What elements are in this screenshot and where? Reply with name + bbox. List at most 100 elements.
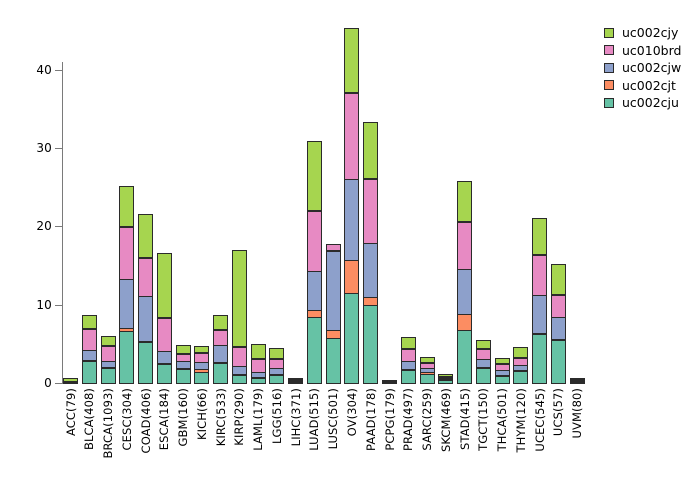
x-axis-tick-label: THCA(501) bbox=[495, 388, 510, 452]
bar-segment bbox=[457, 313, 473, 331]
bar-segment bbox=[400, 369, 416, 384]
x-axis-tick-label: ACC(79) bbox=[63, 388, 78, 437]
x-axis-tick-label: PAAD(178) bbox=[363, 388, 378, 451]
bar-segment bbox=[438, 380, 454, 384]
bar-segment bbox=[363, 304, 379, 384]
bar-segment bbox=[231, 250, 247, 348]
bar-column bbox=[475, 339, 491, 384]
bar-segment bbox=[306, 210, 322, 272]
bar-segment bbox=[138, 341, 154, 384]
bar-segment bbox=[269, 374, 285, 384]
bar-segment bbox=[438, 374, 454, 377]
x-axis-tick-label-slot: PRAD(497) bbox=[401, 386, 416, 480]
x-axis-tick-label: BLCA(408) bbox=[82, 388, 97, 451]
legend: uc002cjy uc010brd uc002cjw uc002cjt uc002cju bbox=[604, 24, 681, 112]
bar-column bbox=[513, 347, 529, 384]
bar-segment bbox=[269, 348, 285, 360]
bar-segment bbox=[213, 330, 229, 346]
legend-label: uc002cju bbox=[622, 95, 679, 111]
bar-segment bbox=[419, 357, 435, 363]
bar-segment bbox=[213, 315, 229, 331]
x-axis-tick-label-slot: SKCM(469) bbox=[438, 386, 453, 480]
bar-segment bbox=[63, 381, 78, 384]
y-axis-tick-label: 0 bbox=[44, 376, 52, 390]
legend-label: uc002cjt bbox=[622, 77, 676, 93]
bar-column bbox=[569, 377, 585, 384]
bar-column bbox=[213, 315, 229, 384]
bar-column bbox=[156, 252, 172, 384]
bar-segment bbox=[494, 358, 510, 364]
bar-segment bbox=[306, 316, 322, 384]
x-axis-tick-label-slot: UVM(80) bbox=[570, 386, 585, 480]
x-axis-tick-label: THYM(120) bbox=[513, 388, 528, 453]
bar-segment bbox=[344, 179, 360, 261]
bar-column bbox=[344, 28, 360, 384]
legend-swatch-icon bbox=[604, 27, 614, 38]
x-axis-tick-label-slot: GBM(160) bbox=[176, 386, 191, 480]
x-axis-tick-label-slot: PCPG(179) bbox=[382, 386, 397, 480]
bar-segment bbox=[81, 315, 97, 330]
legend-item: uc002cjw bbox=[604, 59, 681, 77]
x-axis-tick-label-slot: OV(304) bbox=[344, 386, 359, 480]
x-axis-tick-label-slot: LAML(179) bbox=[251, 386, 266, 480]
x-axis-tick-label-slot: THCA(501) bbox=[495, 386, 510, 480]
x-axis-tick-label-slot: KICH(66) bbox=[194, 386, 209, 480]
bar-segment bbox=[231, 347, 247, 367]
bar-column bbox=[119, 185, 135, 384]
bar-segment bbox=[100, 368, 116, 384]
bar-column bbox=[457, 181, 473, 384]
bar-segment bbox=[475, 339, 491, 349]
y-axis-tick-label: 30 bbox=[36, 141, 52, 156]
x-axis-tick-label: COAD(406) bbox=[138, 388, 153, 454]
x-axis-tick-label: OV(304) bbox=[344, 388, 359, 437]
x-axis-tick-label: PRAD(497) bbox=[401, 388, 416, 452]
bar-segment bbox=[325, 337, 341, 384]
bar-segment bbox=[213, 344, 229, 363]
bar-segment bbox=[138, 213, 154, 259]
bar-segment bbox=[494, 376, 510, 384]
y-axis-tick bbox=[55, 148, 62, 150]
bar-segment bbox=[550, 317, 566, 341]
x-axis-tick-label: KIRC(533) bbox=[213, 388, 228, 447]
x-axis-tick-label: TGCT(150) bbox=[476, 388, 491, 451]
x-axis-tick-label: PCPG(179) bbox=[382, 388, 397, 451]
bar-segment bbox=[288, 381, 304, 384]
bar-segment bbox=[231, 375, 247, 384]
bar-column bbox=[194, 346, 210, 384]
bar-column bbox=[419, 357, 435, 384]
bar-column bbox=[138, 213, 154, 384]
bar-segment bbox=[81, 329, 97, 352]
bar-segment bbox=[569, 377, 585, 380]
bar-segment bbox=[100, 335, 116, 346]
bar-segment bbox=[363, 121, 379, 179]
bar-segment bbox=[457, 329, 473, 384]
bar-segment bbox=[532, 333, 548, 384]
x-axis-tick-label-slot: LGG(516) bbox=[269, 386, 284, 480]
bar-segment bbox=[344, 259, 360, 295]
bar-segment bbox=[194, 372, 210, 384]
x-axis-tick-label-slot: ESCA(184) bbox=[157, 386, 172, 480]
bar-column bbox=[63, 377, 78, 384]
bar-segment bbox=[550, 264, 566, 295]
bar-segment bbox=[382, 382, 398, 384]
x-axis-tick-label-slot: BLCA(408) bbox=[82, 386, 97, 480]
x-axis-tick-label: CESC(304) bbox=[119, 388, 134, 451]
y-axis-tick-label: 40 bbox=[36, 62, 52, 77]
x-axis-tick-label: LUSC(501) bbox=[326, 388, 341, 450]
x-axis-tick-label-slot: COAD(406) bbox=[138, 386, 153, 480]
x-axis-tick-label: STAD(415) bbox=[457, 388, 472, 450]
x-axis-tick-label-slot: LUAD(515) bbox=[307, 386, 322, 480]
bar-segment bbox=[569, 381, 585, 384]
x-axis-tick-label-slot: UCS(57) bbox=[551, 386, 566, 480]
x-axis-tick-label-slot: PAAD(178) bbox=[363, 386, 378, 480]
bar-segment bbox=[532, 217, 548, 256]
x-axis-tick-label-slot: THYM(120) bbox=[513, 386, 528, 480]
bar-column bbox=[231, 250, 247, 384]
bar-column bbox=[550, 264, 566, 384]
legend-swatch-icon bbox=[604, 97, 614, 108]
bars-layer bbox=[63, 15, 585, 384]
bar-segment bbox=[175, 369, 191, 384]
x-axis-tick-label-slot: STAD(415) bbox=[457, 386, 472, 480]
x-axis-tick-label: LUAD(515) bbox=[307, 388, 322, 451]
